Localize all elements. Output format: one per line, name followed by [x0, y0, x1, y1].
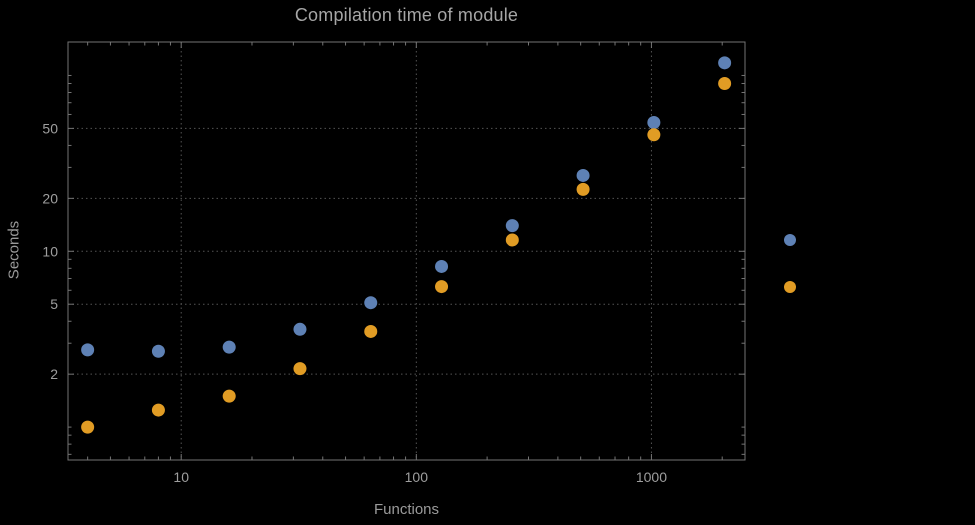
y-tick-label: 2	[50, 366, 58, 382]
legend-marker-blue	[784, 234, 796, 246]
legend-marker-orange	[784, 281, 796, 293]
data-point-blue	[364, 296, 378, 310]
data-point-orange	[364, 324, 378, 338]
data-point-orange	[505, 233, 519, 247]
data-point-blue	[81, 343, 95, 357]
data-point-orange	[647, 128, 661, 142]
data-point-blue	[293, 322, 307, 336]
data-point-blue	[718, 56, 732, 70]
y-axis-label: Seconds	[5, 220, 23, 280]
data-point-blue	[576, 168, 590, 182]
data-point-orange	[435, 280, 449, 294]
x-axis-label: Functions	[373, 501, 440, 518]
data-point-orange	[81, 420, 95, 434]
data-point-blue	[505, 219, 519, 233]
data-point-orange	[222, 389, 236, 403]
data-point-orange	[576, 182, 590, 196]
chart-title: Compilation time of module	[294, 5, 519, 25]
data-point-orange	[151, 403, 165, 417]
data-point-blue	[222, 340, 236, 354]
data-point-blue	[151, 344, 165, 358]
y-tick-label: 5	[50, 296, 58, 312]
data-point-blue	[647, 116, 661, 130]
x-tick-label: 100	[405, 469, 429, 485]
data-point-orange	[718, 77, 732, 91]
data-point-orange	[293, 362, 307, 376]
x-tick-label: 1000	[636, 469, 667, 485]
y-tick-label: 10	[42, 243, 58, 259]
y-tick-label: 50	[42, 120, 58, 136]
y-tick-label: 20	[42, 190, 58, 206]
x-tick-label: 10	[173, 469, 189, 485]
data-point-blue	[435, 259, 449, 273]
